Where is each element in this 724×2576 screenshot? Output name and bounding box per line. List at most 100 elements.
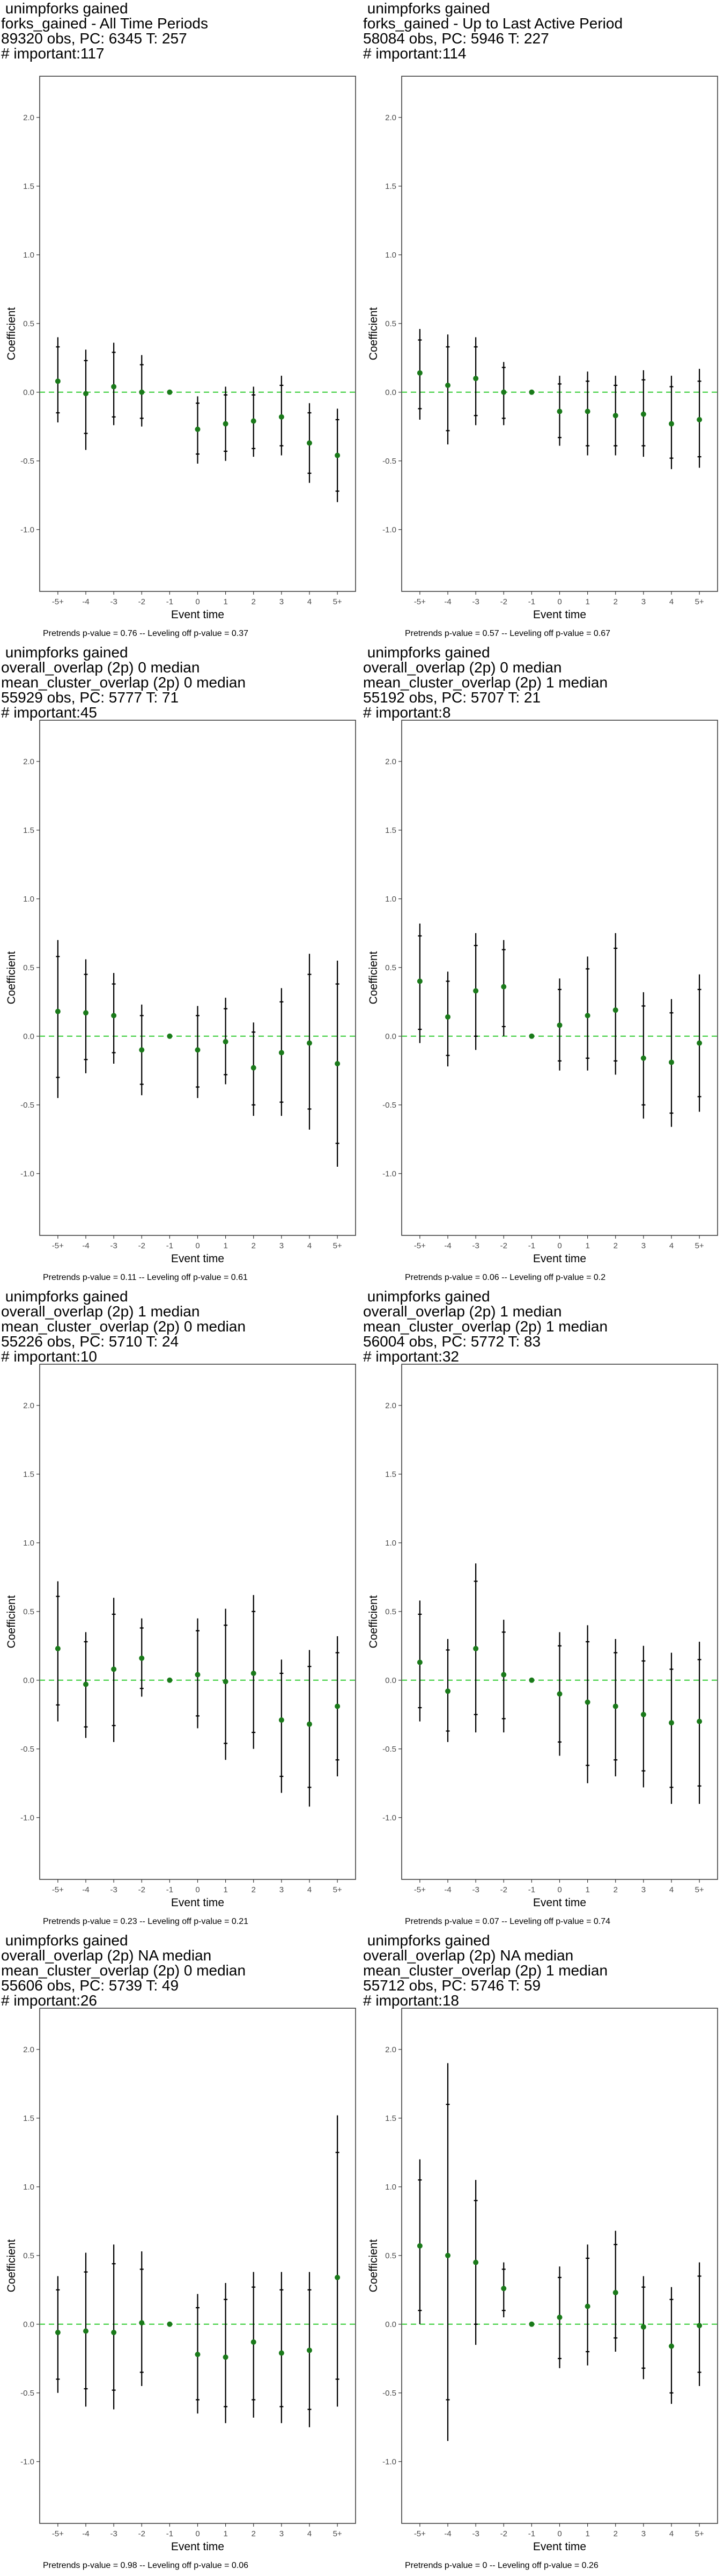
coefficient-point [501, 2286, 507, 2292]
pvalue-footnote: Pretrends p-value = 0.76 -- Leveling off… [43, 629, 249, 638]
x-tick-label: -3 [110, 1885, 117, 1894]
coefficient-point-group [473, 2180, 479, 2345]
coefficient-point-group [417, 1600, 423, 1722]
x-tick-label: 1 [585, 1885, 589, 1894]
x-tick-label: 5+ [695, 597, 704, 606]
coefficient-point-group [557, 978, 563, 1071]
x-tick-label: 5+ [333, 597, 342, 606]
coefficient-point [167, 2321, 173, 2327]
coefficient-point [278, 1717, 284, 1723]
chart-plot: -1.0 -0.5 0.0 0.5 1.0 1.5 2.0 -5+ -4 -3 -2 -1 0 1 2 3 4 5… [5, 76, 356, 621]
coefficient-point-group [335, 961, 341, 1167]
coefficient-point [501, 984, 507, 990]
coefficient-point [445, 1014, 451, 1020]
y-tick-label: -0.5 [20, 1101, 34, 1110]
coefficient-point-group [335, 2115, 341, 2407]
chart-title-line: unimpforks gained [363, 1288, 490, 1305]
coefficient-point-group [223, 386, 228, 461]
y-tick-label: 0.5 [23, 2251, 34, 2260]
coefficient-point-group [473, 933, 479, 1050]
coefficient-point-group [167, 1033, 173, 1039]
x-axis-label: Event time [171, 609, 224, 621]
y-tick-label: -1.0 [20, 1813, 34, 1823]
pvalue-footnote: Pretrends p-value = 0.07 -- Leveling off… [405, 1917, 611, 1926]
chart-title-line: unimpforks gained [363, 644, 490, 661]
x-axis-label: Event time [533, 1253, 586, 1265]
y-tick-label: 1.5 [385, 1470, 396, 1479]
y-axis-label: Coefficient [5, 2239, 18, 2292]
chart-title-line: # important:8 [363, 704, 451, 721]
chart-title-line: unimpforks gained [1, 1288, 128, 1305]
coefficient-point-group [640, 1645, 646, 1788]
coefficient-point-group [529, 1677, 535, 1683]
coefficient-point-group [612, 376, 618, 456]
coefficient-point [473, 1645, 479, 1651]
chart-plot: -1.0 -0.5 0.0 0.5 1.0 1.5 2.0 -5+ -4 -3 -2 -1 0 1 2 3 4 5… [367, 76, 718, 621]
y-tick-label: 1.0 [385, 2183, 396, 2192]
coefficient-point-group [278, 1659, 284, 1793]
chart-plot: -1.0 -0.5 0.0 0.5 1.0 1.5 2.0 -5+ -4 -3 -2 -1 0 1 2 3 4 5… [367, 720, 718, 1265]
y-tick-label: -1.0 [382, 2457, 396, 2467]
coefficient-point-group [111, 2244, 117, 2410]
x-tick-label: 2 [252, 597, 256, 606]
y-tick-label: -1.0 [382, 525, 396, 535]
chart-title-line: # important:26 [1, 1992, 97, 2009]
coefficient-point-group [250, 1595, 256, 1749]
coefficient-point [83, 391, 89, 397]
chart-title-line: 55929 obs, PC: 5777 T: 71 [1, 689, 179, 706]
x-tick-label: 1 [585, 597, 589, 606]
x-axis-label: Event time [171, 2541, 224, 2553]
coefficient-point-group [668, 376, 674, 470]
coefficient-point [640, 1711, 646, 1717]
coefficient-point [83, 1010, 89, 1016]
x-tick-label: 0 [557, 597, 562, 606]
x-tick-label: 4 [307, 2529, 312, 2538]
x-tick-label: 1 [223, 1241, 227, 1250]
coefficient-point [473, 988, 479, 994]
coefficient-point [306, 1040, 312, 1046]
x-tick-label: -1 [166, 1885, 173, 1894]
coefficient-point-group [445, 334, 451, 445]
y-tick-label: -1.0 [20, 525, 34, 535]
x-tick-label: 2 [614, 1241, 618, 1250]
y-tick-label: 0.5 [385, 319, 396, 328]
chart-plot: -1.0 -0.5 0.0 0.5 1.0 1.5 2.0 -5+ -4 -3 -2 -1 0 1 2 3 4 5… [367, 1364, 718, 1909]
x-tick-label: -3 [110, 597, 117, 606]
coefficient-point [83, 2328, 89, 2334]
coefficient-point-group [585, 956, 590, 1071]
coefficient-point-group [278, 376, 284, 456]
pvalue-footnote: Pretrends p-value = 0 -- Leveling off p-… [405, 2561, 599, 2570]
plot-frame [401, 2008, 718, 2524]
coefficient-point [55, 378, 61, 384]
x-tick-label: 1 [223, 2529, 227, 2538]
coefficient-point [417, 370, 423, 376]
coefficient-point-group [585, 2244, 590, 2366]
coefficient-point [585, 2303, 590, 2309]
chart-title: unimpforks gained forks_gained - Up to La… [363, 1, 623, 61]
y-axis-label: Coefficient [367, 2239, 380, 2292]
coefficient-point [223, 1679, 228, 1685]
x-axis-label: Event time [171, 1253, 224, 1265]
x-tick-label: 3 [641, 1885, 646, 1894]
coefficient-point-group [697, 369, 703, 468]
coefficient-point-group [250, 1022, 256, 1116]
y-tick-label: -0.5 [382, 457, 396, 466]
coefficient-point-group [612, 933, 618, 1075]
x-tick-label: 4 [669, 1885, 674, 1894]
pvalue-footnote: Pretrends p-value = 0.57 -- Leveling off… [405, 629, 611, 638]
chart-title-line: 58084 obs, PC: 5946 T: 227 [363, 30, 549, 47]
x-tick-label: 3 [279, 2529, 284, 2538]
coefficient-point-group [585, 371, 590, 456]
coefficient-point [250, 1065, 256, 1071]
coefficient-point-group [111, 1598, 117, 1742]
chart-title-line: unimpforks gained [1, 0, 128, 17]
y-axis-label: Coefficient [5, 951, 18, 1004]
chart-title: unimpforks gained overall_overlap (2p) 0 … [363, 645, 608, 720]
chart-title: unimpforks gained overall_overlap (2p) 1 … [363, 1289, 608, 1364]
chart-title-line: unimpforks gained [363, 1932, 490, 1949]
y-tick-label: 1.5 [23, 2114, 34, 2123]
coefficient-point [278, 1050, 284, 1056]
chart-title-line: # important:114 [363, 45, 467, 62]
y-tick-label: 1.0 [23, 251, 34, 260]
chart-plot: -1.0 -0.5 0.0 0.5 1.0 1.5 2.0 -5+ -4 -3 -2 -1 0 1 2 3 4 5… [5, 1364, 356, 1909]
